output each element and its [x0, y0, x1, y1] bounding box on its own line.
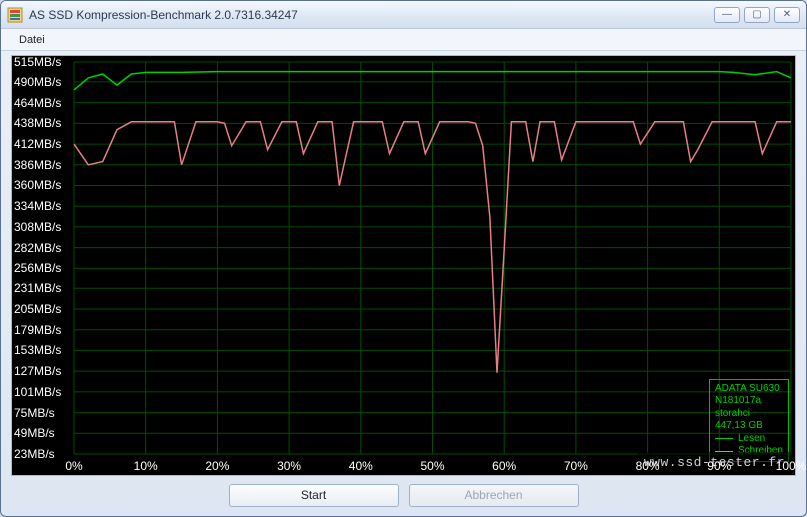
x-tick-label: 80%	[636, 459, 660, 473]
x-tick-label: 0%	[65, 459, 82, 473]
x-tick-label: 40%	[349, 459, 373, 473]
y-tick-label: 205MB/s	[12, 302, 70, 316]
x-tick-label: 100%	[776, 459, 807, 473]
y-tick-label: 231MB/s	[12, 281, 70, 295]
window-controls: — ▢ ✕	[714, 7, 800, 23]
start-button[interactable]: Start	[229, 484, 399, 507]
y-tick-label: 101MB/s	[12, 385, 70, 399]
y-tick-label: 334MB/s	[12, 199, 70, 213]
x-tick-label: 70%	[564, 459, 588, 473]
chart-svg	[12, 56, 795, 475]
legend-read-swatch	[715, 438, 733, 439]
y-tick-label: 49MB/s	[12, 426, 70, 440]
legend-serial: N181017a	[715, 395, 783, 408]
y-tick-label: 153MB/s	[12, 343, 70, 357]
legend-device: ADATA SU630	[715, 383, 783, 396]
y-tick-label: 490MB/s	[12, 75, 70, 89]
menu-file[interactable]: Datei	[11, 32, 53, 48]
y-tick-label: 438MB/s	[12, 116, 70, 130]
window-title: AS SSD Kompression-Benchmark 2.0.7316.34…	[29, 8, 714, 22]
titlebar[interactable]: AS SSD Kompression-Benchmark 2.0.7316.34…	[1, 1, 806, 29]
legend-driver: storahci	[715, 408, 783, 421]
y-tick-label: 282MB/s	[12, 241, 70, 255]
legend-read-label: Lesen	[738, 433, 765, 446]
bottom-bar: Start Abbrechen	[11, 482, 796, 508]
y-tick-label: 127MB/s	[12, 364, 70, 378]
minimize-button[interactable]: —	[714, 7, 740, 23]
maximize-button[interactable]: ▢	[744, 7, 770, 23]
legend-read-row: Lesen	[715, 433, 783, 446]
x-tick-label: 20%	[205, 459, 229, 473]
close-button[interactable]: ✕	[774, 7, 800, 23]
y-tick-label: 23MB/s	[12, 447, 70, 461]
x-tick-label: 50%	[420, 459, 444, 473]
y-tick-label: 360MB/s	[12, 178, 70, 192]
x-tick-label: 90%	[707, 459, 731, 473]
chart-area: ADATA SU630 N181017a storahci 447,13 GB …	[11, 55, 796, 476]
app-icon	[7, 7, 23, 23]
y-tick-label: 75MB/s	[12, 406, 70, 420]
x-tick-label: 30%	[277, 459, 301, 473]
legend-box: ADATA SU630 N181017a storahci 447,13 GB …	[709, 379, 789, 462]
y-tick-label: 179MB/s	[12, 323, 70, 337]
legend-capacity: 447,13 GB	[715, 420, 783, 433]
x-tick-label: 10%	[134, 459, 158, 473]
menubar: Datei	[1, 29, 806, 51]
y-tick-label: 256MB/s	[12, 261, 70, 275]
y-tick-label: 464MB/s	[12, 96, 70, 110]
abort-button[interactable]: Abbrechen	[409, 484, 579, 507]
y-tick-label: 386MB/s	[12, 158, 70, 172]
app-window: AS SSD Kompression-Benchmark 2.0.7316.34…	[0, 0, 807, 517]
y-tick-label: 412MB/s	[12, 137, 70, 151]
y-tick-label: 308MB/s	[12, 220, 70, 234]
y-tick-label: 515MB/s	[12, 55, 70, 69]
x-tick-label: 60%	[492, 459, 516, 473]
